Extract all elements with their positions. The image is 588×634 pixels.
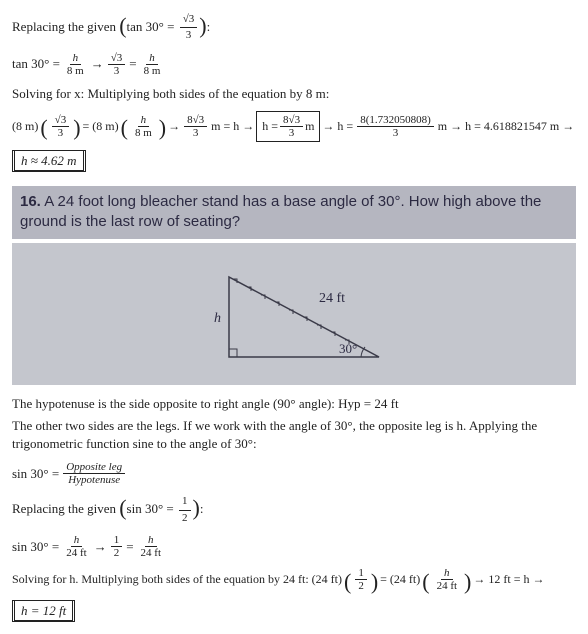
boxed-h: h = 8√3 3 m: [256, 111, 320, 142]
sin-expr: sin 30° =: [127, 501, 174, 516]
result1-wrap: h ≈ 4.62 m: [12, 150, 576, 172]
den: 3: [55, 127, 67, 139]
den: 2: [355, 580, 367, 592]
frac: Opposite leg Hypotenuse: [63, 461, 125, 486]
num: 1: [111, 534, 123, 547]
lhs: sin 30° =: [12, 539, 59, 555]
num: √3: [108, 52, 126, 65]
den: 2: [179, 511, 191, 526]
den: Hypotenuse: [65, 474, 123, 486]
text: Replacing the given: [12, 501, 116, 516]
lhs: sin 30° =: [12, 466, 59, 482]
diagram-area: h 24 ft 30°: [12, 243, 576, 385]
arrow: →: [168, 119, 180, 134]
frac2: √3 3: [108, 52, 126, 77]
paren-open: (: [119, 13, 126, 38]
m-eq-h: m = h →: [211, 119, 254, 134]
p: ): [193, 495, 200, 520]
den: 8 m: [141, 65, 164, 77]
num: h: [146, 52, 158, 65]
f3: 8√3 3: [184, 114, 207, 139]
den: 3: [183, 28, 195, 43]
legs-line: The other two sides are the legs. If we …: [12, 417, 576, 453]
colon: :: [207, 19, 211, 34]
pre: h =: [262, 119, 278, 134]
eq: =: [129, 56, 136, 72]
result2-box: h = 12 ft: [12, 600, 75, 622]
arrow: →: [94, 539, 107, 555]
f1: h 24 ft: [63, 534, 89, 559]
arrow2: → h =: [322, 119, 353, 134]
den: 8 m: [132, 127, 155, 139]
num: 8√3: [184, 114, 207, 127]
label-h: h: [214, 311, 221, 326]
frac1: h 8 m: [64, 52, 87, 77]
den: 3: [111, 65, 123, 77]
num: 1: [179, 494, 191, 510]
den: 3: [190, 127, 202, 139]
f1: √3 3: [52, 114, 70, 139]
num: h: [145, 534, 157, 547]
result2: h = 12 ft: [14, 600, 73, 621]
tan-expr: tan 30° =: [127, 19, 175, 34]
suf: m: [305, 119, 314, 134]
suffix: m → h = 4.618821547 m →: [438, 119, 574, 134]
replacing-2: Replacing the given (sin 30° = 1 2 ):: [12, 494, 576, 526]
solving-line: Solving for x: Multiplying both sides of…: [12, 85, 576, 103]
label-angle: 30°: [339, 341, 357, 356]
text: The hypotenuse is the side opposite to r…: [12, 396, 399, 411]
num: 1: [355, 567, 367, 580]
den: 3: [286, 127, 298, 139]
frac3: h 8 m: [141, 52, 164, 77]
intro-line-1: Replacing the given (tan 30° = √3 3 ):: [12, 12, 576, 44]
num: √3: [180, 12, 198, 28]
problem-16: 16. A 24 foot long bleacher stand has a …: [12, 186, 576, 239]
eq: = (8 m): [83, 119, 119, 134]
num: 8(1.732050808): [357, 114, 434, 127]
num: h: [138, 114, 150, 127]
arrow: →: [91, 56, 104, 72]
hyp-line: The hypotenuse is the side opposite to r…: [12, 395, 576, 413]
problem-text: A 24 foot long bleacher stand has a base…: [20, 193, 541, 230]
lhs: tan 30° =: [12, 56, 60, 72]
f2: h 8 m: [132, 114, 155, 139]
den: 24 ft: [63, 547, 89, 559]
num: h: [441, 567, 453, 580]
text: Replacing the given: [12, 19, 116, 34]
f4: 8(1.732050808) 3: [357, 114, 434, 139]
frac: 1 2: [179, 494, 191, 526]
num: h: [71, 534, 83, 547]
eq4: sin 30° = h 24 ft → 1 2 = h 24 ft: [12, 534, 576, 559]
f2: 1 2: [111, 534, 123, 559]
num: 8√3: [280, 114, 303, 127]
bf: 8√3 3: [280, 114, 303, 139]
num: h: [70, 52, 82, 65]
paren-close: ): [199, 13, 206, 38]
colon: :: [200, 501, 204, 516]
eq1: tan 30° = h 8 m → √3 3 = h 8 m: [12, 52, 576, 77]
eq2: (8 m) ( √3 3 ) = (8 m) ( h 8 m ) → 8√3 3…: [12, 111, 576, 142]
den: 24 ft: [138, 547, 164, 559]
den: 3: [390, 127, 402, 139]
result1-box: h ≈ 4.62 m: [12, 150, 86, 172]
den: 8 m: [64, 65, 87, 77]
label-hyp: 24 ft: [319, 291, 345, 306]
result1: h ≈ 4.62 m: [14, 150, 84, 171]
eight-m: (8 m): [12, 119, 38, 134]
f3: h 24 ft: [138, 534, 164, 559]
result2-wrap: h = 12 ft: [12, 600, 576, 622]
eq: =: [126, 539, 133, 555]
num: Opposite leg: [63, 461, 125, 474]
den: 2: [111, 547, 123, 559]
den: 24 ft: [434, 580, 460, 592]
eq3: sin 30° = Opposite leg Hypotenuse: [12, 461, 576, 486]
p: (: [119, 495, 126, 520]
frac: √3 3: [180, 12, 198, 44]
triangle-diagram: h 24 ft 30°: [169, 257, 419, 377]
num: √3: [52, 114, 70, 127]
problem-number: 16.: [20, 193, 41, 210]
